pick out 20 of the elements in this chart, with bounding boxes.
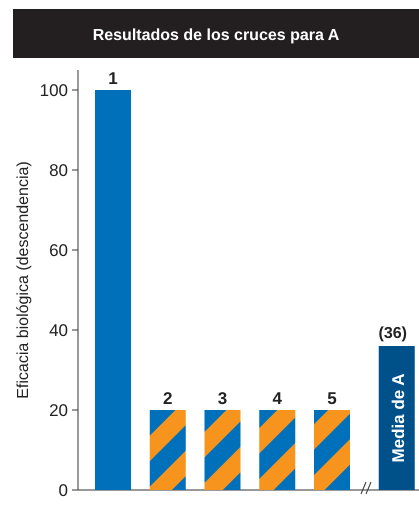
x-tick-label: 3 xyxy=(218,389,228,408)
bar xyxy=(95,90,131,490)
bar xyxy=(314,410,350,490)
bar xyxy=(259,410,296,490)
chart-title: Resultados de los cruces para A xyxy=(92,27,340,44)
data-label: (36) xyxy=(378,325,407,342)
y-axis-title: Eficacia biológica (descendencia) xyxy=(15,161,32,399)
y-tick-label: 80 xyxy=(49,161,68,180)
x-tick-label: Media de A xyxy=(388,373,408,463)
y-tick-label: 40 xyxy=(49,321,68,340)
y-tick-label: 100 xyxy=(40,81,68,100)
x-tick-label: 5 xyxy=(327,389,337,408)
bar xyxy=(150,410,186,490)
bar xyxy=(204,410,240,490)
y-tick-label: 60 xyxy=(49,241,68,260)
y-tick-label: 20 xyxy=(49,401,68,420)
x-tick-label: 2 xyxy=(163,389,172,408)
y-tick-label: 0 xyxy=(58,481,68,500)
x-tick-label: 1 xyxy=(108,69,118,88)
x-tick-label: 4 xyxy=(272,389,283,408)
